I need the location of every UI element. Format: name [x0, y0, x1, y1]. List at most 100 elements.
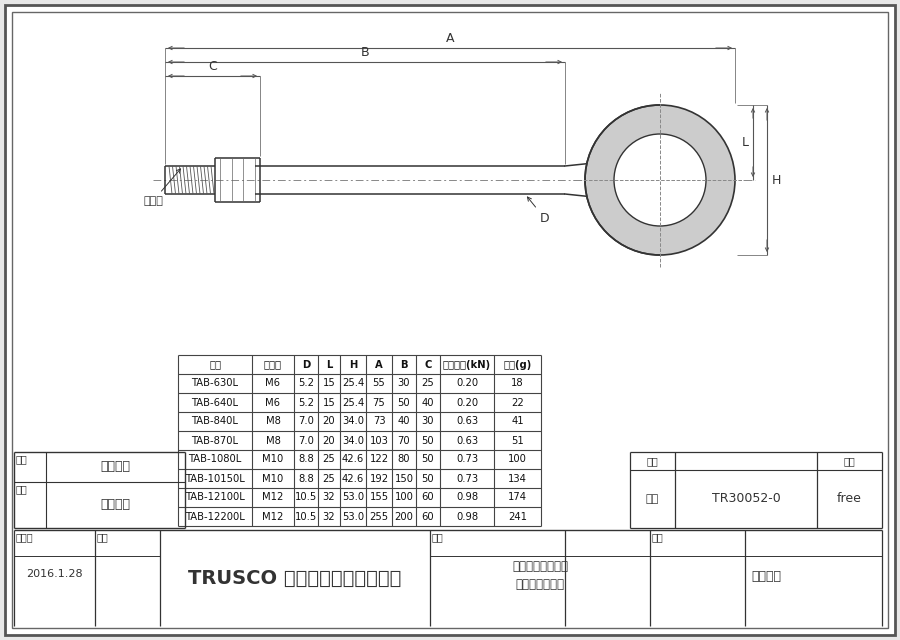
- Text: M8: M8: [266, 417, 281, 426]
- Text: 材質: 材質: [16, 454, 28, 464]
- Text: TR30052-0: TR30052-0: [712, 493, 780, 506]
- Text: M6: M6: [266, 378, 281, 388]
- Text: 122: 122: [369, 454, 389, 465]
- Bar: [14, 530, 882, 626]
- Text: 25.4: 25.4: [342, 378, 364, 388]
- Text: H: H: [349, 360, 357, 369]
- Text: C: C: [208, 60, 217, 73]
- Text: 30: 30: [398, 378, 410, 388]
- Text: M8: M8: [266, 435, 281, 445]
- Text: 75: 75: [373, 397, 385, 408]
- Text: 10.5: 10.5: [295, 493, 317, 502]
- Bar: [178, 355, 541, 526]
- Text: 作成日: 作成日: [16, 532, 33, 542]
- Text: D: D: [527, 197, 550, 225]
- Text: C: C: [424, 360, 432, 369]
- Text: 34.0: 34.0: [342, 417, 364, 426]
- Bar: [630, 452, 882, 528]
- Text: B: B: [361, 46, 369, 59]
- Text: 使用荷重(kN): 使用荷重(kN): [443, 360, 491, 369]
- Text: L: L: [326, 360, 332, 369]
- Text: A: A: [375, 360, 382, 369]
- Text: TAB-10150L: TAB-10150L: [185, 474, 245, 483]
- Text: 32: 32: [323, 493, 336, 502]
- Text: 255: 255: [369, 511, 389, 522]
- Text: 15: 15: [322, 397, 336, 408]
- Text: 174: 174: [508, 493, 527, 502]
- Text: TAB-630L: TAB-630L: [192, 378, 238, 388]
- Text: 18: 18: [511, 378, 524, 388]
- Text: ロングアイボルト
（スチール製）: ロングアイボルト （スチール製）: [512, 561, 568, 591]
- Text: 図番: 図番: [646, 456, 659, 466]
- Text: 50: 50: [422, 454, 435, 465]
- Text: 150: 150: [394, 474, 413, 483]
- Text: 60: 60: [422, 511, 435, 522]
- Text: 0.98: 0.98: [456, 493, 478, 502]
- Text: 尺度: 尺度: [843, 456, 855, 466]
- Text: 8.8: 8.8: [298, 474, 314, 483]
- Text: M12: M12: [262, 493, 284, 502]
- Text: L: L: [742, 136, 749, 149]
- Text: M10: M10: [263, 454, 284, 465]
- Text: 7.0: 7.0: [298, 435, 314, 445]
- Text: 0.63: 0.63: [456, 435, 478, 445]
- Text: 質量(g): 質量(g): [503, 360, 532, 369]
- Text: 図番: 図番: [646, 494, 659, 504]
- Text: 5.2: 5.2: [298, 378, 314, 388]
- Text: ねじ径: ねじ径: [264, 360, 282, 369]
- Bar: [14, 20, 886, 345]
- Text: 53.0: 53.0: [342, 493, 364, 502]
- Text: 32: 32: [323, 511, 336, 522]
- Text: 品番: 品番: [652, 532, 664, 542]
- Text: 0.63: 0.63: [456, 417, 478, 426]
- Text: 0.73: 0.73: [456, 474, 478, 483]
- Text: 25: 25: [322, 454, 336, 465]
- Text: 30: 30: [422, 417, 434, 426]
- Text: 20: 20: [323, 435, 336, 445]
- Text: 200: 200: [394, 511, 413, 522]
- Text: B: B: [400, 360, 408, 369]
- Text: 25: 25: [322, 474, 336, 483]
- Text: free: free: [837, 493, 862, 506]
- Text: ねじ径: ねじ径: [143, 169, 181, 206]
- Text: 70: 70: [398, 435, 410, 445]
- Text: 50: 50: [398, 397, 410, 408]
- Text: H: H: [772, 173, 781, 186]
- Text: TAB-870L: TAB-870L: [192, 435, 238, 445]
- Text: 55: 55: [373, 378, 385, 388]
- Text: ユニクロ: ユニクロ: [101, 499, 130, 511]
- Text: 10.5: 10.5: [295, 511, 317, 522]
- Text: 241: 241: [508, 511, 527, 522]
- Text: 0.20: 0.20: [456, 397, 478, 408]
- Text: 別途参照: 別途参照: [751, 570, 781, 582]
- Text: 50: 50: [422, 435, 435, 445]
- Text: 40: 40: [398, 417, 410, 426]
- Text: TAB-1080L: TAB-1080L: [188, 454, 241, 465]
- Text: TRUSCO トラスコ中山株式会社: TRUSCO トラスコ中山株式会社: [188, 568, 401, 588]
- Text: 5.2: 5.2: [298, 397, 314, 408]
- Text: 20: 20: [323, 417, 336, 426]
- Text: 50: 50: [422, 474, 435, 483]
- Text: 60: 60: [422, 493, 435, 502]
- Text: TAB-12100L: TAB-12100L: [185, 493, 245, 502]
- Text: 155: 155: [369, 493, 389, 502]
- Text: 51: 51: [511, 435, 524, 445]
- Text: M12: M12: [262, 511, 284, 522]
- Text: D: D: [302, 360, 310, 369]
- Text: A: A: [446, 32, 454, 45]
- Text: TAB-640L: TAB-640L: [192, 397, 238, 408]
- Text: 22: 22: [511, 397, 524, 408]
- Text: 0.98: 0.98: [456, 511, 478, 522]
- Text: 134: 134: [508, 474, 526, 483]
- Text: 0.73: 0.73: [456, 454, 478, 465]
- Circle shape: [614, 134, 706, 226]
- Text: 42.6: 42.6: [342, 454, 364, 465]
- Text: 仕上: 仕上: [16, 484, 28, 494]
- Circle shape: [585, 105, 735, 255]
- Text: M10: M10: [263, 474, 284, 483]
- Text: 42.6: 42.6: [342, 474, 364, 483]
- Bar: [14, 452, 185, 528]
- Text: 100: 100: [394, 493, 413, 502]
- Text: 34.0: 34.0: [342, 435, 364, 445]
- Text: 80: 80: [398, 454, 410, 465]
